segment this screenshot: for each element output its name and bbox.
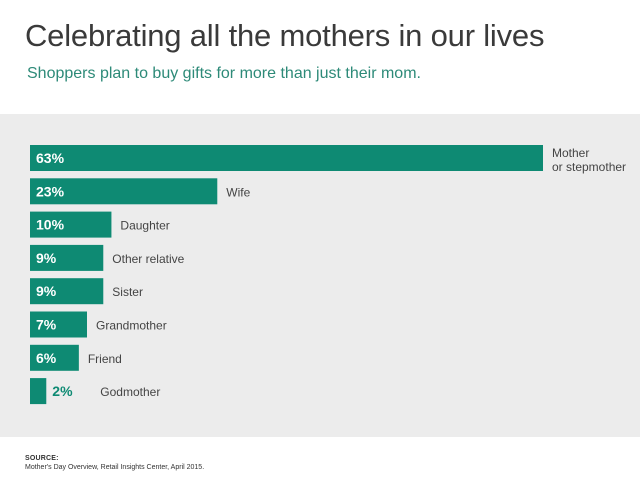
- bar-value-label: 63%: [36, 150, 65, 166]
- bar: [30, 311, 87, 338]
- bar-category-label: Other relative: [112, 252, 184, 266]
- bar: [30, 278, 104, 305]
- bar-value-label: 23%: [36, 183, 65, 199]
- bar-category-label: Friend: [88, 352, 122, 366]
- chart-panel: 63% Mother or stepmother 23% Wife 10% Daughter…: [0, 114, 640, 437]
- bar-category-label: Grandmother: [96, 319, 167, 333]
- page-title: Celebrating all the mothers in our lives: [25, 18, 545, 53]
- bar-category-label: Mother: [552, 146, 589, 160]
- bar-value-label: 9%: [36, 283, 57, 299]
- bar-category-label: or stepmother: [552, 160, 626, 174]
- bar: [30, 244, 104, 271]
- bar-value-label: 2%: [52, 383, 73, 399]
- page-subtitle: Shoppers plan to buy gifts for more than…: [27, 65, 421, 82]
- source-label: SOURCE:: [25, 455, 59, 462]
- bar: [30, 344, 79, 371]
- bar-value-label: 9%: [36, 250, 57, 266]
- bar: [30, 145, 543, 171]
- bar: [30, 378, 47, 405]
- bar-value-label: 7%: [36, 317, 57, 333]
- bar: [30, 211, 112, 238]
- bar-category-label: Godmother: [100, 385, 160, 399]
- bar-category-label: Sister: [112, 285, 143, 299]
- bar-category-label: Wife: [226, 185, 250, 199]
- bar-category-label: Daughter: [120, 219, 169, 233]
- bar: [30, 178, 218, 205]
- bar-value-label: 10%: [36, 217, 65, 233]
- bar-value-label: 6%: [36, 350, 57, 366]
- source-text: Mother's Day Overview, Retail Insights C…: [25, 464, 205, 471]
